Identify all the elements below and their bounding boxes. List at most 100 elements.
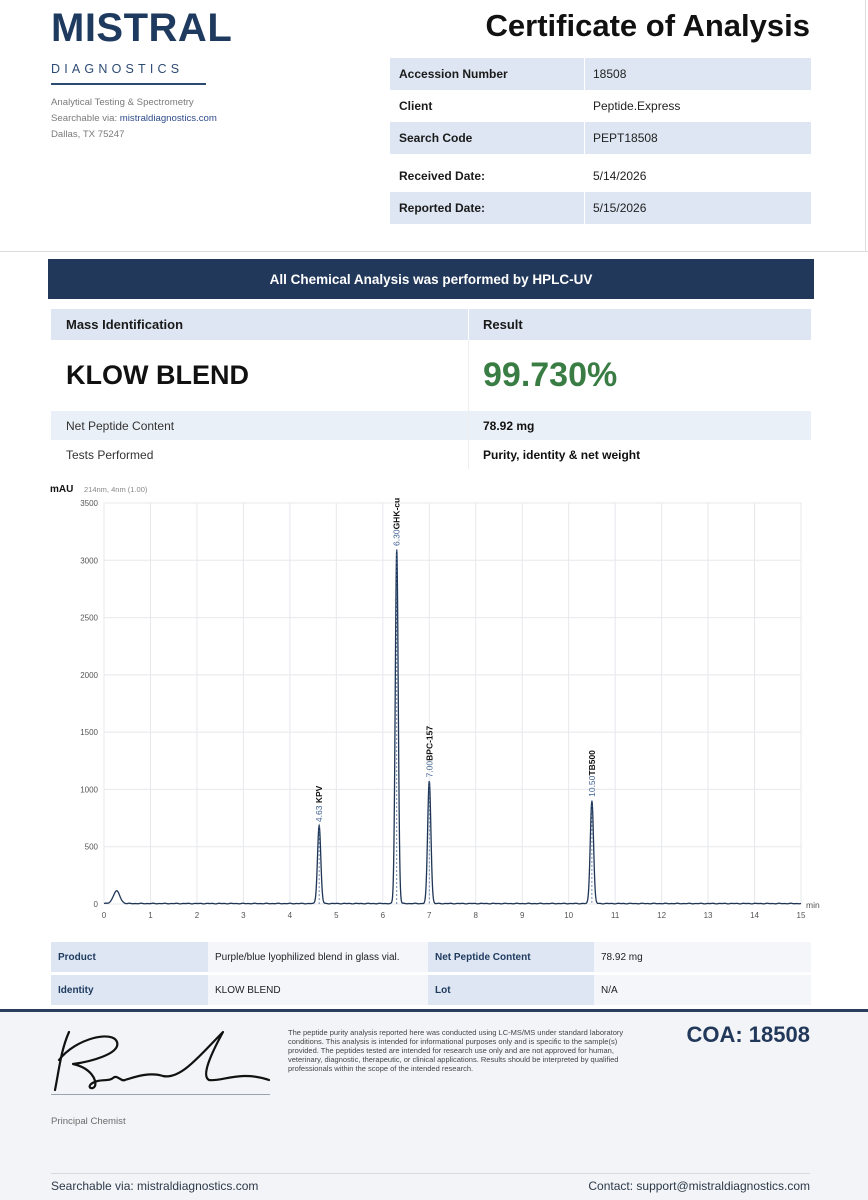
detail-label: Net Peptide Content xyxy=(428,942,594,972)
chart-subtitle: 214nm, 4nm (1.00) xyxy=(84,485,148,494)
brand-search-line: Searchable via: mistraldiagnostics.com xyxy=(51,111,232,127)
y-tick-label: 0 xyxy=(94,900,99,909)
detail-value: Purple/blue lyophilized blend in glass v… xyxy=(208,942,428,972)
info-value: 5/14/2026 xyxy=(584,160,646,192)
x-tick-label: 14 xyxy=(750,911,759,920)
details-row-identity: Identity KLOW BLEND Lot N/A xyxy=(51,975,811,1005)
info-label: Search Code xyxy=(399,131,473,145)
y-tick-label: 2000 xyxy=(80,671,98,680)
peak-label-group: 10.50TB500 xyxy=(587,750,597,797)
x-axis-label: min xyxy=(806,900,820,910)
detail-value: 78.92 mg xyxy=(594,942,811,972)
plot-area xyxy=(103,502,802,905)
x-tick-label: 5 xyxy=(334,911,339,920)
info-row-search-code: Search Code PEPT18508 xyxy=(390,122,811,154)
x-tick-label: 11 xyxy=(611,911,620,920)
brand-logo-text: MISTRAL xyxy=(51,6,233,50)
website-link[interactable]: mistraldiagnostics.com xyxy=(119,113,217,124)
peak-name-label: KPV xyxy=(314,785,324,803)
net-content-label: Net Peptide Content xyxy=(51,411,469,440)
footer-band xyxy=(0,1009,868,1012)
x-tick-label: 4 xyxy=(288,911,293,920)
x-tick-label: 2 xyxy=(195,911,200,920)
footer: Principal Chemist The peptide purity ana… xyxy=(0,1012,868,1200)
x-tick-label: 15 xyxy=(797,911,806,920)
results-main-row: KLOW BLEND 99.730% xyxy=(51,340,811,411)
info-value: 5/15/2026 xyxy=(584,192,646,224)
peak-time-label: 10.50 xyxy=(587,775,597,797)
details-row-product: Product Purple/blue lyophilized blend in… xyxy=(51,942,811,972)
x-tick-label: 6 xyxy=(381,911,386,920)
results-header-row: Mass Identification Result xyxy=(51,309,811,340)
results-table: Mass Identification Result KLOW BLEND 99… xyxy=(51,309,811,469)
document-title: Certificate of Analysis xyxy=(485,8,810,43)
y-tick-label: 3500 xyxy=(80,499,98,508)
tests-performed-label: Tests Performed xyxy=(51,440,469,469)
footer-searchable[interactable]: Searchable via: mistraldiagnostics.com xyxy=(51,1179,259,1193)
peak-name-label: BPC-157 xyxy=(424,726,434,761)
info-value: 18508 xyxy=(584,58,626,90)
peak-time-label: 6.30 xyxy=(392,529,402,546)
info-row-reported-date: Reported Date: 5/15/2026 xyxy=(390,192,811,224)
brand-tagline: Analytical Testing & Spectrometry xyxy=(51,97,194,108)
y-tick-label: 1000 xyxy=(80,785,98,794)
info-value: Peptide.Express xyxy=(584,90,680,122)
signature-line xyxy=(51,1094,270,1095)
detail-label: Product xyxy=(51,942,208,972)
chromatogram-trace xyxy=(103,549,802,905)
info-row-client: Client Peptide.Express xyxy=(390,90,811,122)
brand-divider xyxy=(51,83,206,85)
detail-value: N/A xyxy=(594,975,811,1005)
detail-label: Identity xyxy=(51,975,208,1005)
x-tick-label: 9 xyxy=(520,911,525,920)
x-tick-label: 3 xyxy=(241,911,246,920)
accession-info-table: Accession Number 18508 Client Peptide.Ex… xyxy=(390,58,811,224)
info-row-accession: Accession Number 18508 xyxy=(390,58,811,90)
peak-time-label: 4.63 xyxy=(314,805,324,822)
mass-identification-header: Mass Identification xyxy=(51,309,469,340)
footer-divider xyxy=(51,1173,810,1174)
detail-value: KLOW BLEND xyxy=(208,975,428,1005)
chemist-title: Principal Chemist xyxy=(51,1116,126,1127)
x-tick-label: 10 xyxy=(564,911,573,920)
y-axis-label: mAU xyxy=(50,484,73,495)
peak-label-group: 4.63 KPV xyxy=(314,785,324,822)
peak-name-label: GHK-cu xyxy=(392,498,402,530)
tests-performed-row: Tests Performed Purity, identity & net w… xyxy=(51,440,811,469)
info-value: PEPT18508 xyxy=(584,122,658,154)
brand-info: Analytical Testing & Spectrometry Search… xyxy=(51,95,232,143)
net-content-value: 78.92 mg xyxy=(483,418,535,433)
method-banner: All Chemical Analysis was performed by H… xyxy=(48,259,814,299)
coa-number: COA: 18508 xyxy=(686,1022,810,1047)
y-tick-label: 3000 xyxy=(80,556,98,565)
net-content-row: Net Peptide Content 78.92 mg xyxy=(51,411,811,440)
signature-image xyxy=(53,1030,271,1092)
peak-name-label: TB500 xyxy=(587,750,597,776)
y-tick-label: 500 xyxy=(85,843,99,852)
peak-label: 10.50TB500 xyxy=(587,750,597,797)
peak-label-group: 7.00BPC-157 xyxy=(424,726,434,778)
edge-divider xyxy=(865,0,866,252)
header-divider xyxy=(0,251,868,252)
detail-label: Lot xyxy=(428,975,594,1005)
chromatogram-svg: 0 1 2 3 4 5 6 7 8 9 10 11 12 13 14 15050010001500200025… xyxy=(50,484,820,920)
peak-label: 7.00BPC-157 xyxy=(424,726,434,778)
x-tick-label: 0 xyxy=(102,911,107,920)
peak-label-group: 6.30GHK-cu xyxy=(392,498,402,546)
y-tick-label: 1500 xyxy=(80,728,98,737)
search-prefix: Searchable via: xyxy=(51,113,120,124)
y-tick-label: 2500 xyxy=(80,614,98,623)
info-label: Reported Date: xyxy=(399,201,486,215)
footer-contact[interactable]: Contact: support@mistraldiagnostics.com xyxy=(588,1179,810,1193)
purity-value: 99.730% xyxy=(483,356,618,394)
brand-address: Dallas, TX 75247 xyxy=(51,129,125,140)
result-header: Result xyxy=(483,317,523,332)
x-tick-label: 8 xyxy=(474,911,479,920)
info-row-received-date: Received Date: 5/14/2026 xyxy=(390,160,811,192)
sample-details-table: Product Purple/blue lyophilized blend in… xyxy=(51,942,811,1008)
x-tick-label: 12 xyxy=(657,911,666,920)
brand-block: MISTRAL DIAGNOSTICS Analytical Testing &… xyxy=(51,8,232,143)
peak-label: 4.63 KPV xyxy=(314,785,324,822)
brand-subtitle: DIAGNOSTICS xyxy=(51,62,184,76)
tests-performed-value: Purity, identity & net weight xyxy=(483,447,641,462)
